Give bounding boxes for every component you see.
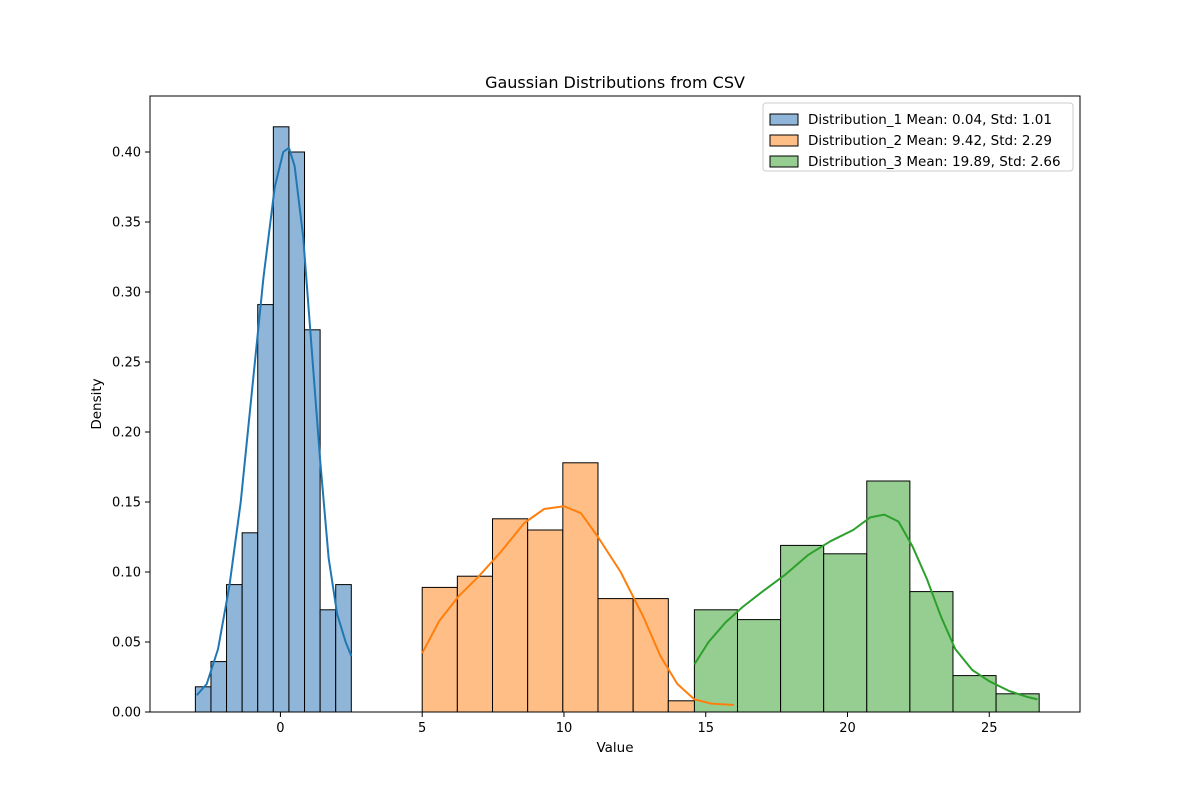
x-tick-label: 5 [418, 721, 426, 736]
kde-line-series-3 [693, 513, 1038, 701]
y-tick-label: 0.30 [112, 286, 141, 301]
x-axis-label: Value [596, 740, 633, 756]
histogram-bar-series-3-bin-4 [823, 553, 868, 713]
chart-title: Gaussian Distributions from CSV [485, 73, 745, 92]
histogram-bar-series-2-bin-5 [562, 462, 599, 713]
histogram-bar-series-2-bin-6 [597, 598, 634, 713]
histogram-bar-series-1-bin-2 [210, 661, 228, 713]
x-tick-label: 25 [981, 721, 998, 736]
y-tick-label: 0.15 [112, 496, 141, 511]
y-tick-label: 0.05 [112, 636, 141, 651]
histogram-bar-series-2-bin-4 [527, 529, 564, 713]
histogram-bar-series-2-bin-2 [456, 575, 494, 713]
legend-swatch-series-2 [769, 134, 799, 147]
legend: Distribution_1 Mean: 0.04, Std: 1.01 Dist… [762, 102, 1074, 172]
legend-label-series-1: Distribution_1 Mean: 0.04, Std: 1.01 [808, 112, 1052, 128]
x-tick-label: 0 [276, 721, 284, 736]
histogram-bar-series-3-bin-6 [909, 591, 954, 713]
histogram-bar-series-3-bin-8 [995, 693, 1040, 713]
legend-swatch-series-1 [769, 113, 799, 126]
histogram-bar-series-1-bin-8 [304, 329, 321, 713]
histogram-bar-series-2-bin-7 [632, 598, 669, 713]
kde-line-series-2 [421, 505, 735, 706]
x-tick-label: 15 [697, 721, 714, 736]
legend-swatch-series-3 [769, 155, 799, 168]
legend-label-series-2: Distribution_2 Mean: 9.42, Std: 2.29 [808, 133, 1052, 149]
histogram-bar-series-3-bin-2 [736, 619, 782, 713]
y-tick-label: 0.20 [112, 426, 141, 441]
plot-frame [149, 95, 1081, 713]
x-tick-label: 10 [556, 721, 573, 736]
y-tick-label: 0.10 [112, 566, 141, 581]
plot-area [194, 126, 1040, 713]
y-tick-label: 0.35 [112, 216, 141, 231]
histogram-bar-series-1-bin-6 [272, 126, 290, 713]
x-axis: 0 5 10 15 20 25 [276, 712, 998, 736]
legend-label-series-3: Distribution_3 Mean: 19.89, Std: 2.66 [808, 154, 1061, 170]
histogram-bar-series-1-bin-9 [319, 609, 337, 713]
y-tick-label: 0.40 [112, 146, 141, 161]
histogram-bar-series-3-bin-1 [693, 609, 738, 713]
histogram-bar-series-1-bin-1 [194, 686, 212, 713]
y-tick-label: 0.00 [112, 706, 141, 721]
x-tick-label: 20 [839, 721, 856, 736]
histogram-bar-series-1-bin-5 [257, 304, 274, 713]
y-tick-label: 0.25 [112, 356, 141, 371]
histogram-bar-series-3-bin-5 [866, 480, 911, 713]
kde-line-series-1 [196, 146, 353, 696]
histogram-bar-series-3-bin-3 [780, 544, 825, 713]
y-axis-label: Density [89, 378, 105, 429]
histogram-bar-series-1-bin-4 [241, 532, 259, 713]
y-axis: 0.00 0.05 0.10 0.15 0.20 0.25 0.30 0.35 0.40 [112, 146, 150, 721]
legend-box [762, 102, 1074, 172]
histogram-bar-series-1-bin-3 [226, 584, 243, 713]
histogram-bar-series-2-bin-3 [492, 518, 529, 713]
